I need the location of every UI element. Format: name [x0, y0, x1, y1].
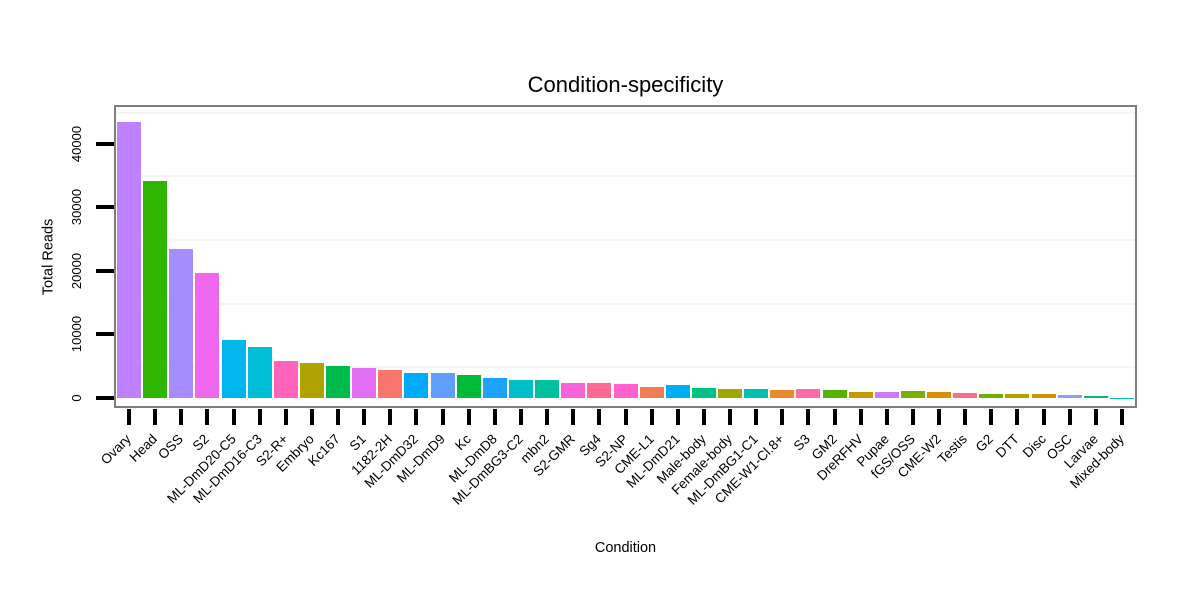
x-tick-testis — [963, 409, 968, 425]
x-tick-s3 — [806, 409, 811, 425]
x-tick-sg4 — [597, 409, 602, 425]
y-tick-label-10000: 10000 — [69, 316, 84, 353]
x-tick-gm2 — [832, 409, 837, 425]
x-tick-ml-dmd8 — [492, 409, 497, 425]
x-tick-ml-dmd32 — [414, 409, 419, 425]
x-tick-cme-l1 — [649, 409, 654, 425]
y-tick-label-40000: 40000 — [69, 125, 84, 162]
x-tick-female-body — [728, 409, 732, 425]
x-tick-pupae — [884, 409, 889, 425]
bar-s3 — [796, 389, 821, 398]
x-tick-ovary — [127, 409, 132, 425]
bar-gm2 — [822, 390, 847, 398]
gridline-5000 — [114, 366, 1137, 369]
gridline-45000 — [114, 111, 1137, 114]
bar-sg4 — [587, 383, 612, 398]
chart-title: Condition-specificity — [527, 72, 724, 97]
bar-ml-dmd32 — [404, 372, 429, 398]
bar-head — [143, 180, 168, 398]
bar-s1 — [352, 368, 377, 398]
x-tick-male-body — [701, 409, 706, 425]
gridline-25000 — [114, 239, 1137, 241]
bar-s2 — [195, 272, 220, 398]
bar-drerfhv — [848, 391, 873, 398]
bar-ml-dmbg3-c2 — [508, 379, 533, 398]
bar-s2-r — [273, 361, 298, 398]
bar-s2-gmr — [561, 383, 586, 398]
x-tick-disc — [1041, 409, 1046, 425]
x-tick-embryo — [309, 409, 314, 425]
y-tick-label-0: 0 — [69, 394, 84, 402]
x-tick-cme-w2 — [937, 409, 942, 425]
bar-osc — [1057, 394, 1082, 398]
y-tick-20000 — [96, 268, 114, 273]
bar-1182-2h — [378, 370, 403, 398]
x-tick-fgs-oss — [910, 409, 915, 425]
x-tick-cme-w1-cl-8 — [780, 409, 785, 425]
bar-ml-dmd8 — [482, 378, 507, 398]
x-tick-1182-2h — [388, 409, 393, 425]
y-tick-0 — [96, 396, 114, 400]
bar-cme-w1-cl-8 — [770, 390, 795, 398]
plot-panel — [114, 105, 1137, 408]
x-tick-osc — [1067, 409, 1072, 425]
bar-ml-dmd16-c3 — [247, 347, 272, 398]
bar-oss — [169, 249, 194, 398]
y-tick-label-30000: 30000 — [69, 189, 84, 226]
y-axis-title: Total Reads — [40, 218, 57, 295]
gridline-35000 — [114, 175, 1137, 178]
y-tick-30000 — [96, 205, 114, 210]
x-tick-mixed-body — [1119, 409, 1124, 425]
y-tick-40000 — [96, 141, 114, 146]
x-tick-head — [153, 409, 158, 425]
bar-mixed-body — [1109, 397, 1134, 398]
bar-mbn2 — [535, 379, 560, 398]
x-tick-g2 — [989, 409, 994, 425]
x-tick-ml-dmd9 — [440, 409, 445, 425]
bar-g2 — [979, 393, 1004, 398]
bar-ovary — [117, 122, 142, 398]
bar-dtt — [1005, 393, 1030, 398]
x-tick-s1 — [362, 409, 367, 425]
bar-cme-w2 — [927, 392, 952, 398]
bar-ml-dmd20-c5 — [221, 339, 246, 398]
y-axis-title-wrap: Total Reads — [30, 105, 66, 408]
x-tick-drerfhv — [858, 409, 863, 425]
x-tick-ml-dmd16-c3 — [257, 409, 262, 425]
gridline-15000 — [114, 302, 1137, 305]
x-tick-oss — [179, 409, 184, 425]
bar-embryo — [299, 362, 324, 398]
bar-cme-l1 — [639, 386, 664, 398]
x-tick-s2 — [205, 409, 210, 425]
x-tick-ml-dmbg1-c1 — [754, 409, 759, 425]
x-tick-mbn2 — [545, 409, 550, 425]
bar-kc167 — [326, 365, 351, 398]
bar-disc — [1031, 393, 1056, 398]
x-tick-kc — [466, 409, 471, 425]
bar-testis — [953, 393, 978, 398]
x-tick-s2-np — [623, 409, 628, 425]
bar-pupae — [874, 391, 899, 398]
bar-ml-dmbg1-c1 — [744, 389, 769, 398]
x-tick-kc167 — [336, 409, 341, 425]
x-tick-s2-gmr — [571, 409, 576, 425]
bar-s2-np — [613, 383, 638, 398]
bar-ml-dmd9 — [430, 373, 455, 398]
bar-kc — [456, 375, 481, 398]
x-tick-ml-dmbg3-c2 — [518, 409, 523, 425]
bar-fgs-oss — [900, 390, 925, 398]
x-axis-title: Condition — [594, 540, 657, 556]
y-tick-10000 — [96, 332, 114, 337]
bar-larvae — [1083, 396, 1108, 398]
y-tick-label-20000: 20000 — [69, 252, 84, 289]
x-tick-s2-r — [283, 409, 288, 425]
bar-male-body — [691, 387, 716, 398]
bar-ml-dmd21 — [665, 384, 690, 398]
x-tick-ml-dmd21 — [675, 409, 680, 425]
x-tick-larvae — [1093, 409, 1098, 425]
x-tick-dtt — [1015, 409, 1020, 425]
x-tick-ml-dmd20-c5 — [231, 409, 236, 425]
bar-female-body — [718, 389, 742, 398]
